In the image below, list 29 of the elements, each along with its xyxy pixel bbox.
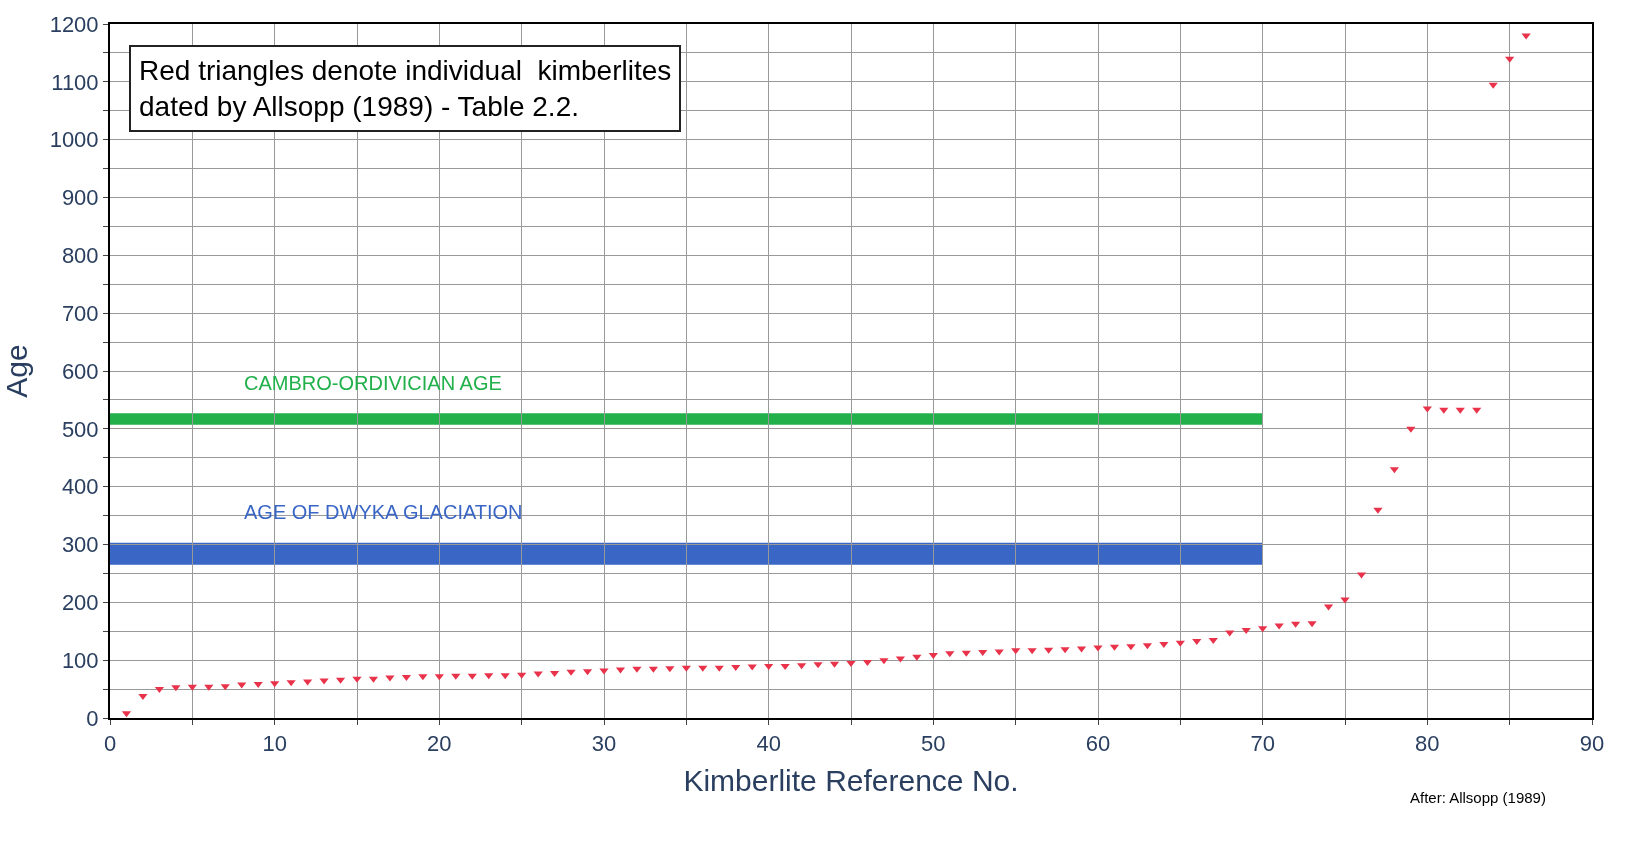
y-tick-label: 300: [61, 532, 99, 558]
y-tick-label: 600: [61, 358, 99, 384]
x-tick-label: 80: [1415, 731, 1440, 757]
band-label: AGE OF DWYKA GLACIATION: [244, 501, 523, 523]
x-tick-label: 10: [262, 731, 287, 757]
y-tick-label: 500: [61, 416, 99, 442]
y-tick-label: 400: [61, 474, 99, 500]
y-tick-label: 1000: [49, 127, 99, 153]
x-tick-label: 70: [1250, 731, 1275, 757]
y-tick-label: 1100: [51, 69, 99, 95]
x-tick-label: 0: [103, 731, 117, 757]
x-tick-label: 40: [756, 731, 781, 757]
y-tick-label: 200: [61, 590, 99, 616]
x-axis-title: Kimberlite Reference No.: [683, 764, 1019, 798]
y-tick-label: 1200: [49, 11, 99, 37]
x-tick-label: 30: [591, 731, 617, 757]
y-axis-title: Age: [0, 344, 33, 398]
band-label: CAMBRO-ORDIVICIAN AGE: [244, 372, 502, 394]
x-tick-label: 90: [1579, 731, 1605, 757]
y-tick-label: 700: [61, 300, 99, 326]
y-tick-label: 900: [61, 185, 99, 211]
y-tick-label: 100: [61, 647, 99, 673]
annotation: Red triangles denote individual kimberlites dated by Allsopp (1989) - Table 2.2.: [139, 55, 672, 123]
x-tick-label: 20: [427, 731, 452, 757]
y-tick-label: 0: [86, 705, 99, 731]
text: After: Allsopp (1989): [1410, 789, 1546, 806]
x-tick-label: 60: [1085, 731, 1111, 757]
x-tick-label: 50: [921, 731, 946, 757]
y-tick-label: 800: [61, 243, 99, 269]
